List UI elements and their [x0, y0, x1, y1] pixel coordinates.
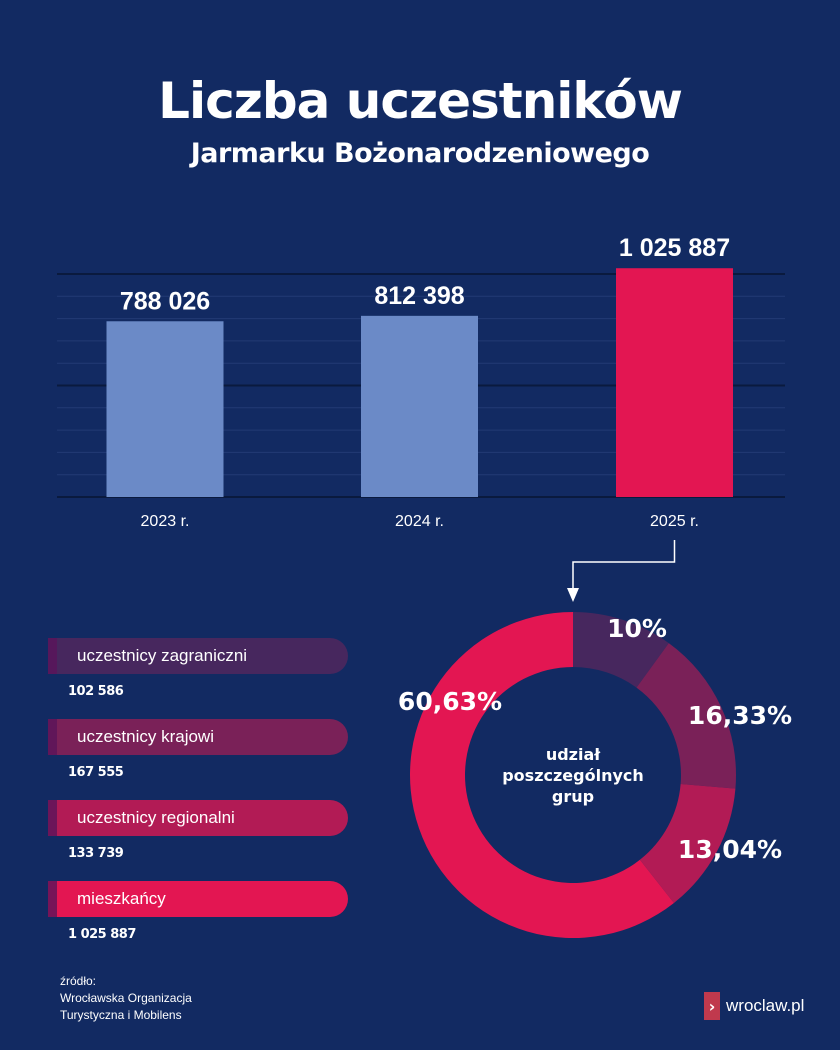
bar-2023: [106, 321, 224, 497]
donut-slice: [639, 784, 736, 903]
bar-value-label: 788 026: [120, 287, 210, 315]
connector-line: [572, 540, 676, 595]
bar-value-label: 812 398: [374, 282, 464, 310]
legend-item: uczestnicy zagraniczni: [48, 638, 348, 674]
x-tick-label: 2024 r.: [395, 513, 444, 530]
donut-slice: [410, 612, 674, 938]
donut-value-label: 13,04%: [678, 835, 782, 864]
donut-slice: [636, 643, 736, 789]
page-subtitle: Jarmarku Bożonarodzeniowego: [190, 138, 650, 169]
chevron-right-icon: ›: [704, 992, 720, 1020]
logo-text: wroclaw.pl: [726, 996, 805, 1015]
donut-center-label: udział: [546, 745, 601, 764]
bar-value-label: 1 025 887: [619, 234, 730, 262]
legend-value: 1 025 887: [68, 927, 136, 942]
x-tick-label: 2025 r.: [650, 513, 699, 530]
donut-value-label: 60,63%: [398, 687, 502, 716]
legend-value: 133 739: [68, 846, 124, 861]
legend-item: mieszkańcy: [48, 881, 348, 917]
page-title: Liczba uczestników: [158, 72, 683, 130]
bar-2024: [361, 315, 478, 497]
logo[interactable]: › wroclaw.pl: [704, 992, 804, 1020]
source-line: Turystyczna i Mobilens: [60, 1008, 182, 1022]
source: źródło: Wrocławska Organizacja Turystycz…: [60, 973, 192, 1024]
donut-slice: [573, 612, 669, 688]
source-label: źródło:: [60, 974, 97, 988]
arrow-down-icon: [567, 588, 579, 602]
donut-value-label: 16,33%: [688, 701, 792, 730]
donut-center-label: grup: [552, 787, 594, 806]
donut-value-label: 10%: [607, 614, 667, 643]
bar-2025: [616, 268, 733, 497]
legend-item: uczestnicy krajowi: [48, 719, 348, 755]
donut-center-label: poszczególnych: [502, 766, 644, 785]
legend-value: 102 586: [68, 684, 124, 699]
legend-value: 167 555: [68, 765, 124, 780]
legend-item: uczestnicy regionalni: [48, 800, 348, 836]
source-line: Wrocławska Organizacja: [60, 991, 192, 1005]
x-tick-label: 2023 r.: [141, 513, 190, 530]
